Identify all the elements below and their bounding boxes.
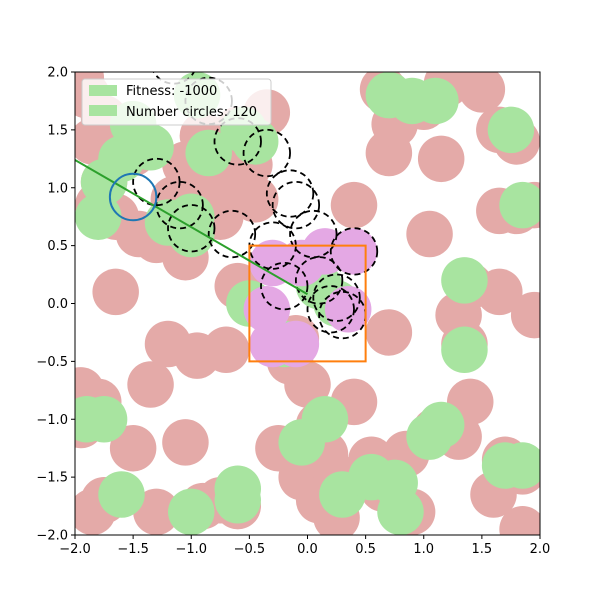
obstacle-circle <box>162 419 209 466</box>
y-tick-label: −2.0 <box>36 529 68 544</box>
obstacle-circle <box>127 361 174 408</box>
dashed-circle <box>132 157 181 207</box>
y-tick-label: −1.0 <box>36 413 68 428</box>
green-circle <box>214 477 261 524</box>
obstacle-circle <box>202 326 250 374</box>
legend-box <box>81 78 272 126</box>
obstacle-circle <box>231 176 279 223</box>
dashed-circle <box>271 180 321 230</box>
x-tick-label: 0.0 <box>297 542 318 557</box>
obstacle-circle <box>330 181 378 229</box>
dashed-circle <box>306 285 355 334</box>
dashed-circle <box>167 204 216 253</box>
green-circle <box>278 419 325 466</box>
x-tick-label: 2.0 <box>530 542 551 557</box>
green-circle <box>417 401 465 449</box>
obstacle-circle <box>510 291 540 339</box>
x-tick-label: 1.5 <box>472 542 493 557</box>
obstacle-circle <box>365 309 413 356</box>
dashed-circle <box>207 209 257 259</box>
y-tick-label: 0.5 <box>47 239 68 254</box>
legend-swatch-circles <box>89 105 117 116</box>
dashed-circle <box>265 169 315 218</box>
dashed-circle <box>294 256 344 305</box>
green-circle <box>499 181 540 229</box>
green-circle <box>185 129 232 177</box>
obstacle-circle <box>284 361 331 408</box>
dashed-circle <box>312 273 361 322</box>
green-circle <box>377 488 424 535</box>
y-tick-label: −0.5 <box>36 355 68 370</box>
green-circle <box>441 326 488 374</box>
x-tick-label: −1.0 <box>175 542 207 557</box>
obstacle-circle <box>133 488 180 535</box>
x-axis: −2.0 −1.5 −1.0 −0.5 0.0 0.5 1.0 1.5 2.0 <box>59 535 550 557</box>
green-circle <box>75 193 122 240</box>
legend-swatch-fitness <box>89 85 117 96</box>
legend-label-circles: Number circles: 120 <box>126 105 257 120</box>
legend: Fitness: -1000 Number circles: 120 <box>81 78 272 126</box>
dashed-circle <box>329 227 379 276</box>
green-circle <box>80 396 128 443</box>
x-tick-label: −0.5 <box>234 542 266 557</box>
obstacle-circle <box>499 505 540 535</box>
y-tick-label: 0.0 <box>47 297 68 312</box>
legend-label-fitness: Fitness: -1000 <box>126 84 217 99</box>
circles-layer <box>75 72 540 535</box>
green-circle <box>412 77 459 125</box>
green-circle <box>499 442 540 489</box>
green-circle <box>98 471 145 518</box>
dashed-circle <box>260 261 309 311</box>
green-circle <box>487 106 535 154</box>
green-circle <box>168 488 215 535</box>
y-axis: −2.0 −1.5 −1.0 −0.5 0.0 0.5 1.0 1.5 2.0 <box>36 66 75 544</box>
y-tick-label: 1.0 <box>47 181 68 196</box>
dashed-circle <box>213 117 262 166</box>
blue-circle <box>108 172 158 222</box>
obstacle-circle <box>92 268 139 316</box>
x-tick-label: 0.5 <box>355 542 376 557</box>
x-tick-label: −1.5 <box>117 542 149 557</box>
y-tick-label: 2.0 <box>47 66 68 81</box>
dashed-circle <box>289 209 338 259</box>
obstacle-circle <box>406 210 453 258</box>
obstacle-circle <box>417 135 465 183</box>
inside-circle <box>243 286 291 333</box>
dashed-circle <box>242 128 291 178</box>
dashed-circle <box>155 180 204 230</box>
green-circle <box>441 257 488 304</box>
x-tick-label: −2.0 <box>59 542 91 557</box>
obstacle-circle <box>476 268 523 316</box>
orange-box <box>248 244 367 363</box>
y-tick-label: −1.5 <box>36 471 68 486</box>
green-line <box>75 159 309 296</box>
y-tick-label: 1.5 <box>47 123 68 138</box>
x-tick-label: 1.0 <box>413 542 434 557</box>
obstacle-circle <box>109 424 157 472</box>
obstacle-circle <box>458 72 506 113</box>
inside-circle <box>272 320 320 368</box>
